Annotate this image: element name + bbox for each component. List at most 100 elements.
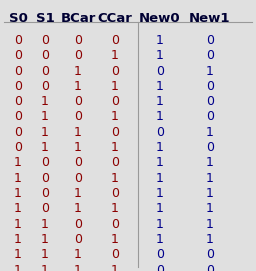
- Text: 0: 0: [74, 172, 82, 185]
- Text: 1: 1: [156, 49, 164, 62]
- Text: 1: 1: [206, 156, 214, 169]
- Text: 0: 0: [206, 263, 214, 271]
- Text: 0: 0: [41, 64, 49, 78]
- Text: 1: 1: [41, 248, 49, 261]
- Text: 1: 1: [111, 80, 119, 93]
- Text: 1: 1: [206, 218, 214, 231]
- Text: 0: 0: [41, 187, 49, 200]
- Text: 1: 1: [206, 172, 214, 185]
- Text: 0: 0: [111, 34, 119, 47]
- Text: 0: 0: [41, 202, 49, 215]
- Text: 0: 0: [111, 218, 119, 231]
- Text: 1: 1: [14, 172, 22, 185]
- Text: 0: 0: [206, 141, 214, 154]
- Text: 0: 0: [74, 34, 82, 47]
- Text: 0: 0: [156, 263, 164, 271]
- Text: 1: 1: [74, 187, 82, 200]
- Text: 1: 1: [156, 233, 164, 246]
- Text: 1: 1: [14, 202, 22, 215]
- Text: 1: 1: [111, 141, 119, 154]
- Text: 0: 0: [74, 95, 82, 108]
- Text: 1: 1: [156, 95, 164, 108]
- Text: 0: 0: [14, 126, 22, 139]
- Text: 0: 0: [14, 141, 22, 154]
- Text: 0: 0: [74, 218, 82, 231]
- Text: 1: 1: [41, 111, 49, 124]
- Text: 0: 0: [14, 111, 22, 124]
- Text: 1: 1: [156, 80, 164, 93]
- Text: 0: 0: [111, 126, 119, 139]
- Text: S0: S0: [8, 12, 27, 25]
- Text: 1: 1: [111, 172, 119, 185]
- Text: 0: 0: [14, 34, 22, 47]
- Text: 1: 1: [111, 263, 119, 271]
- Text: 0: 0: [41, 49, 49, 62]
- Text: 0: 0: [41, 80, 49, 93]
- Text: 1: 1: [14, 187, 22, 200]
- Text: 1: 1: [14, 218, 22, 231]
- Text: 1: 1: [156, 141, 164, 154]
- Text: 0: 0: [206, 34, 214, 47]
- Text: 1: 1: [41, 218, 49, 231]
- Text: 1: 1: [156, 156, 164, 169]
- Text: 0: 0: [206, 248, 214, 261]
- Text: 1: 1: [156, 172, 164, 185]
- Text: 1: 1: [156, 187, 164, 200]
- Text: 0: 0: [41, 156, 49, 169]
- Text: 1: 1: [206, 64, 214, 78]
- Text: 0: 0: [111, 248, 119, 261]
- Text: 0: 0: [74, 156, 82, 169]
- Text: New1: New1: [189, 12, 231, 25]
- Text: 1: 1: [111, 233, 119, 246]
- Text: 0: 0: [111, 95, 119, 108]
- Text: 1: 1: [14, 233, 22, 246]
- Text: 0: 0: [74, 111, 82, 124]
- Text: 0: 0: [111, 64, 119, 78]
- Text: 1: 1: [41, 95, 49, 108]
- Text: 1: 1: [206, 202, 214, 215]
- Text: 1: 1: [41, 141, 49, 154]
- Text: 0: 0: [206, 111, 214, 124]
- Text: 0: 0: [156, 126, 164, 139]
- Text: 0: 0: [41, 172, 49, 185]
- Text: 0: 0: [206, 49, 214, 62]
- Text: 1: 1: [14, 156, 22, 169]
- Text: 1: 1: [74, 248, 82, 261]
- Text: 1: 1: [206, 187, 214, 200]
- Text: 0: 0: [14, 80, 22, 93]
- Text: 1: 1: [206, 126, 214, 139]
- Text: 1: 1: [74, 80, 82, 93]
- Text: 0: 0: [111, 187, 119, 200]
- Text: 0: 0: [74, 49, 82, 62]
- Text: 0: 0: [156, 64, 164, 78]
- Text: 1: 1: [41, 263, 49, 271]
- Text: 1: 1: [111, 202, 119, 215]
- Text: 1: 1: [14, 248, 22, 261]
- Text: 1: 1: [156, 34, 164, 47]
- Text: 0: 0: [206, 80, 214, 93]
- Text: 0: 0: [41, 34, 49, 47]
- Text: BCar: BCar: [60, 12, 96, 25]
- Text: 1: 1: [74, 64, 82, 78]
- Text: 1: 1: [111, 49, 119, 62]
- Text: 0: 0: [14, 95, 22, 108]
- Text: 1: 1: [41, 233, 49, 246]
- Text: 1: 1: [111, 111, 119, 124]
- Text: 1: 1: [74, 141, 82, 154]
- Text: 1: 1: [41, 126, 49, 139]
- Text: 0: 0: [156, 248, 164, 261]
- Text: 1: 1: [74, 263, 82, 271]
- Text: 0: 0: [14, 64, 22, 78]
- Text: 0: 0: [206, 95, 214, 108]
- Text: CCar: CCar: [98, 12, 132, 25]
- Text: 1: 1: [74, 202, 82, 215]
- Text: 0: 0: [111, 156, 119, 169]
- Text: New0: New0: [139, 12, 181, 25]
- Text: S1: S1: [36, 12, 54, 25]
- Text: 1: 1: [206, 233, 214, 246]
- Text: 1: 1: [156, 202, 164, 215]
- Text: 1: 1: [156, 111, 164, 124]
- Text: 1: 1: [156, 218, 164, 231]
- Text: 0: 0: [14, 49, 22, 62]
- Text: 1: 1: [14, 263, 22, 271]
